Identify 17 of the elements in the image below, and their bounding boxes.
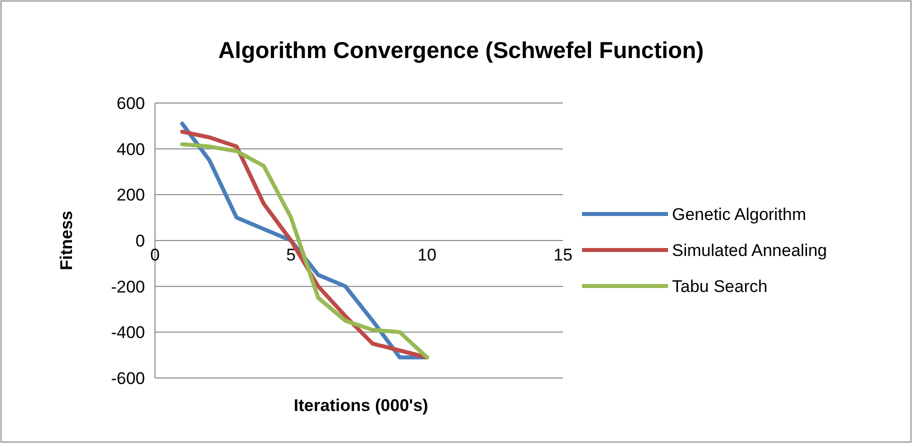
y-tick-label: -600 (110, 368, 145, 388)
chart-title: Algorithm Convergence (Schwefel Function) (218, 37, 704, 63)
x-tick-label: 5 (286, 246, 296, 264)
y-axis-title: Fitness (57, 210, 76, 270)
y-tick-label: 400 (116, 140, 145, 159)
y-tick-label: 600 (116, 94, 145, 113)
x-tick-label: 10 (418, 246, 436, 264)
text: Genetic Algorithm (672, 204, 806, 224)
text: Simulated Annealing (672, 240, 828, 260)
y-tick-label: 0 (136, 231, 145, 250)
y-tick-label: 200 (116, 186, 145, 205)
x-tick-label: 0 (150, 246, 160, 264)
y-tick-label: -400 (110, 323, 145, 342)
x-axis-title: Iterations (000's) (294, 396, 428, 415)
text: Tabu Search (672, 276, 768, 296)
x-tick-label: 15 (554, 246, 572, 264)
y-tick-label: -200 (110, 277, 145, 296)
